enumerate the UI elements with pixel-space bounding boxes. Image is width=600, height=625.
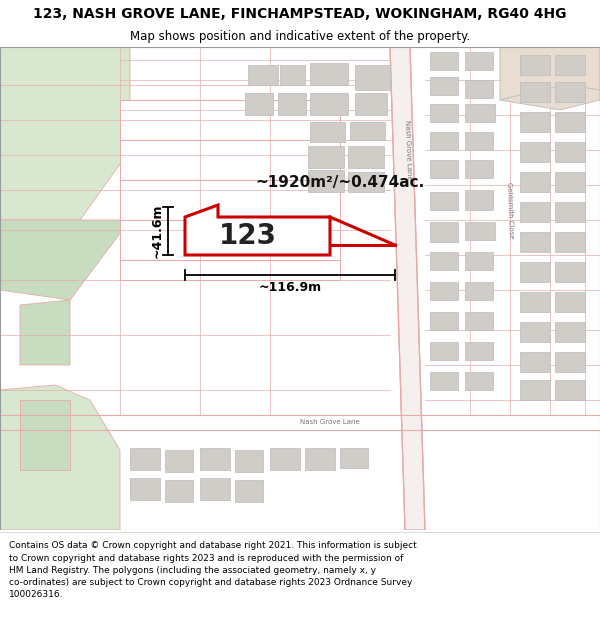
Bar — [430, 342, 458, 360]
Polygon shape — [0, 47, 130, 220]
Text: Nash Grove Lane: Nash Grove Lane — [300, 419, 360, 425]
Bar — [430, 104, 458, 122]
Bar — [430, 52, 458, 70]
Bar — [200, 478, 230, 500]
Bar — [555, 82, 585, 102]
Bar — [430, 282, 458, 300]
Bar — [555, 202, 585, 222]
Polygon shape — [20, 300, 70, 365]
Bar — [555, 112, 585, 132]
Bar — [465, 104, 495, 122]
Bar — [555, 232, 585, 252]
Polygon shape — [0, 220, 130, 300]
Bar — [465, 372, 493, 390]
Bar — [348, 146, 384, 168]
Bar — [520, 202, 550, 222]
Polygon shape — [0, 385, 120, 530]
Bar — [310, 63, 348, 85]
Bar — [430, 372, 458, 390]
Bar — [235, 480, 263, 502]
Bar — [465, 80, 493, 98]
Bar — [355, 93, 387, 115]
Bar — [278, 93, 306, 115]
Bar — [520, 322, 550, 342]
Bar — [305, 448, 335, 470]
Text: Contains OS data © Crown copyright and database right 2021. This information is : Contains OS data © Crown copyright and d… — [9, 541, 417, 599]
Bar — [555, 142, 585, 162]
Polygon shape — [120, 260, 340, 280]
Bar — [430, 160, 458, 178]
Bar — [465, 342, 493, 360]
Bar — [555, 292, 585, 312]
Polygon shape — [500, 47, 600, 110]
Bar — [555, 322, 585, 342]
Bar — [520, 380, 550, 400]
Bar — [520, 172, 550, 192]
Bar — [555, 352, 585, 372]
Bar — [465, 252, 493, 270]
Bar — [308, 170, 344, 192]
Bar — [430, 222, 458, 242]
Text: ~116.9m: ~116.9m — [259, 281, 322, 294]
Bar — [465, 52, 493, 70]
Bar — [270, 448, 300, 470]
Bar — [555, 380, 585, 400]
Bar — [520, 142, 550, 162]
Polygon shape — [20, 400, 70, 470]
Bar — [555, 55, 585, 75]
Text: ~1920m²/~0.474ac.: ~1920m²/~0.474ac. — [256, 175, 425, 190]
Bar — [348, 172, 384, 192]
Bar — [130, 448, 160, 470]
Bar — [520, 82, 550, 102]
Bar — [200, 448, 230, 470]
Text: Goldsmith Close: Goldsmith Close — [506, 181, 514, 239]
Text: Nash Grove Lane: Nash Grove Lane — [404, 120, 412, 180]
Bar — [465, 222, 495, 240]
Polygon shape — [390, 47, 425, 530]
Bar — [465, 132, 493, 150]
Bar — [430, 312, 458, 330]
Text: Map shows position and indicative extent of the property.: Map shows position and indicative extent… — [130, 30, 470, 43]
Bar — [165, 450, 193, 472]
Polygon shape — [120, 220, 340, 260]
Bar — [430, 132, 458, 150]
Bar — [430, 192, 458, 210]
Bar — [520, 352, 550, 372]
Bar — [248, 65, 278, 85]
Bar — [555, 262, 585, 282]
Bar — [235, 450, 263, 472]
Bar — [308, 146, 344, 168]
Polygon shape — [120, 180, 340, 220]
Bar — [280, 65, 305, 85]
Bar — [465, 190, 493, 210]
Bar — [350, 122, 385, 140]
Bar — [130, 478, 160, 500]
Bar — [555, 172, 585, 192]
Bar — [245, 93, 273, 115]
Bar — [355, 65, 390, 90]
Bar — [165, 480, 193, 502]
Bar — [310, 93, 348, 115]
Bar — [430, 252, 458, 270]
Bar — [310, 122, 345, 142]
Bar — [520, 112, 550, 132]
Bar — [465, 160, 493, 178]
Bar — [520, 55, 550, 75]
Bar — [465, 312, 493, 330]
Polygon shape — [185, 205, 330, 255]
Bar — [520, 292, 550, 312]
Polygon shape — [120, 140, 340, 180]
Text: 123: 123 — [219, 222, 277, 250]
Bar — [465, 282, 493, 300]
Bar — [430, 77, 458, 95]
Text: 123, NASH GROVE LANE, FINCHAMPSTEAD, WOKINGHAM, RG40 4HG: 123, NASH GROVE LANE, FINCHAMPSTEAD, WOK… — [33, 7, 567, 21]
Polygon shape — [120, 100, 340, 140]
Bar — [520, 232, 550, 252]
Bar — [520, 262, 550, 282]
Bar — [340, 448, 368, 468]
Text: ~41.6m: ~41.6m — [151, 204, 164, 258]
